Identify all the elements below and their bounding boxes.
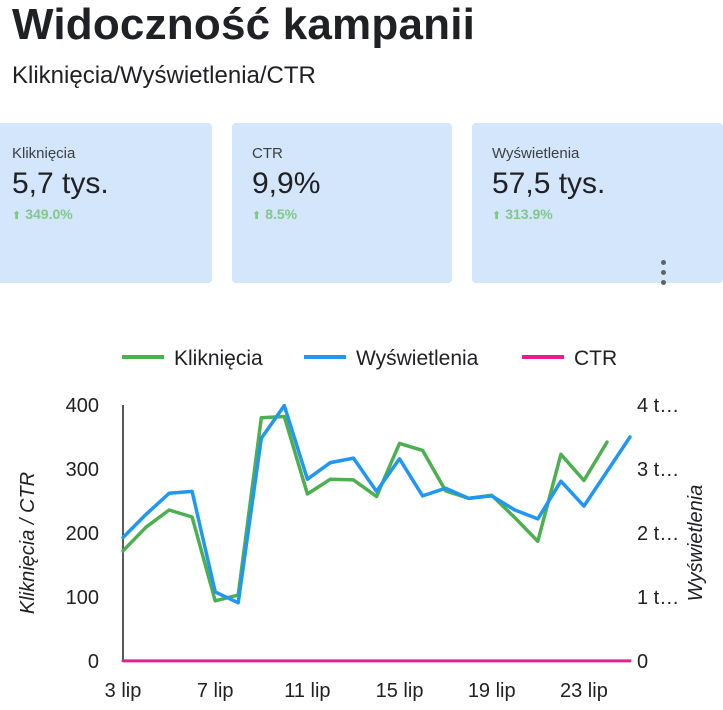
line-chart: Kliknięcia Wyświetlenia CTR 0 100 200 300 400 0 1… (17, 347, 707, 702)
y-tick-label-right: 0 (637, 651, 648, 673)
more-vertical-icon[interactable] (656, 258, 670, 288)
y-tick-label-left: 300 (66, 459, 99, 481)
legend-label: Kliknięcia (174, 347, 263, 370)
arrow-up-icon: ⬆ (492, 210, 502, 222)
scorecard-label: CTR (252, 145, 283, 162)
y-tick-label-left: 200 (66, 523, 99, 545)
y-tick-label-left: 400 (66, 395, 99, 417)
scorecard-klikniecia[interactable]: Kliknięcia 5,7 tys. ⬆ 349.0% (0, 123, 212, 283)
scorecard-value: 9,9% (252, 167, 321, 200)
legend-label: Wyświetlenia (356, 347, 479, 370)
legend-label: CTR (574, 347, 617, 370)
y-tick-label-right: 3 t… (637, 459, 679, 481)
scorecard-change-value: 313.9% (505, 206, 553, 222)
arrow-up-icon: ⬆ (12, 210, 22, 222)
x-tick-label: 3 lip (105, 680, 142, 702)
scorecard-wyswietlenia[interactable]: Wyświetlenia 57,5 tys. ⬆ 313.9% (472, 123, 723, 283)
scorecard-label: Kliknięcia (12, 145, 76, 162)
scorecard-change-value: 8.5% (265, 206, 298, 222)
x-tick-label: 15 lip (376, 680, 424, 702)
scorecard-label: Wyświetlenia (492, 145, 580, 162)
scorecard-change-value: 349.0% (25, 206, 73, 222)
arrow-up-icon: ⬆ (252, 210, 262, 222)
x-tick-label: 11 lip (284, 680, 330, 702)
scorecard-change: ⬆ 8.5% (252, 206, 297, 222)
scorecard-value: 5,7 tys. (12, 167, 109, 200)
y-tick-label-right: 1 t… (637, 587, 679, 609)
series-line-wyswietlenia (121, 403, 632, 605)
series-line-klikniecia (121, 414, 609, 603)
y-axis-title-left: Kliknięcia / CTR (17, 472, 39, 614)
y-tick-label-right: 2 t… (637, 523, 679, 545)
page-title: Widoczność kampanii (12, 0, 476, 49)
scorecard-change: ⬆ 349.0% (12, 206, 73, 222)
x-tick-label: 7 lip (197, 680, 234, 702)
scorecard-change: ⬆ 313.9% (492, 206, 553, 222)
x-tick-label: 23 lip (560, 680, 608, 702)
y-tick-label-left: 0 (88, 651, 99, 673)
y-tick-label-right: 4 t… (637, 395, 679, 417)
y-axis-title-right: Wyświetlenia (685, 485, 707, 602)
x-tick-label: 19 lip (468, 680, 516, 702)
y-tick-label-left: 100 (66, 587, 99, 609)
scorecard-value: 57,5 tys. (492, 167, 606, 200)
page-subtitle: Kliknięcia/Wyświetlenia/CTR (12, 62, 316, 89)
scorecard-ctr[interactable]: CTR 9,9% ⬆ 8.5% (232, 123, 452, 283)
